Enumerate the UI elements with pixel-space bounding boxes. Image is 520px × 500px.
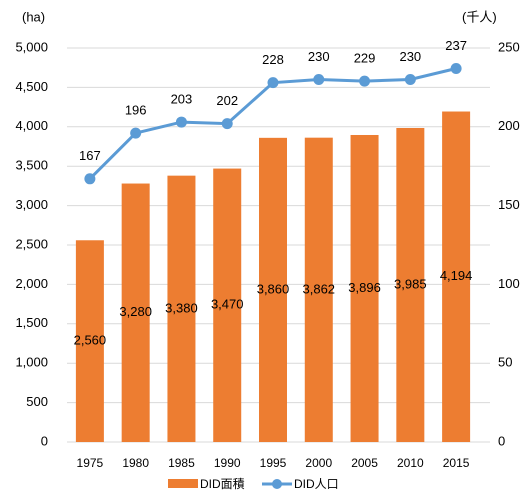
line-point (175, 116, 187, 128)
y2-tick-label: 150 (498, 197, 520, 212)
data-label: 3,280 (119, 304, 152, 319)
bar (75, 240, 104, 442)
y-axis-label: (ha) (22, 9, 45, 24)
data-label: 3,896 (348, 280, 381, 295)
data-label: 3,470 (211, 297, 244, 312)
data-label: 3,985 (394, 276, 427, 291)
x-tick-label: 2005 (351, 456, 378, 470)
bar (121, 183, 150, 442)
x-tick-label: 1975 (77, 456, 104, 470)
data-label: 237 (445, 38, 467, 53)
y-tick-label: 5,000 (15, 39, 48, 54)
data-label: 3,860 (257, 281, 290, 296)
data-label: 228 (262, 52, 284, 67)
y-tick-label: 2,500 (15, 236, 48, 251)
line-point (130, 127, 142, 139)
y-tick-label: 500 (26, 394, 48, 409)
y-tick-label: 3,000 (15, 197, 48, 212)
x-tick-label: 1995 (260, 456, 287, 470)
y2-axis-label: (千人) (462, 9, 497, 24)
y-tick-label: 4,000 (15, 118, 48, 133)
data-label: 2,560 (74, 333, 107, 348)
legend-label: DID人口 (294, 477, 339, 491)
line-point (313, 74, 325, 86)
y-tick-label: 1,500 (15, 315, 48, 330)
bar (259, 137, 287, 442)
x-tick-label: 2000 (305, 456, 332, 470)
y2-tick-label: 250 (498, 39, 520, 54)
bar (213, 168, 242, 442)
legend-label: DID面積 (200, 476, 245, 491)
data-label: 229 (354, 51, 376, 66)
y-tick-label: 3,500 (15, 158, 48, 173)
data-label: 167 (79, 148, 101, 163)
x-tick-label: 1980 (122, 456, 149, 470)
line-point (267, 77, 279, 89)
bar (167, 175, 196, 442)
y2-tick-label: 0 (498, 433, 505, 448)
x-tick-label: 1990 (214, 456, 241, 470)
line-point (84, 173, 96, 185)
x-tick-label: 1985 (168, 456, 195, 470)
data-label: 3,380 (165, 300, 198, 315)
line-point (359, 75, 371, 87)
bar (442, 111, 471, 442)
legend-swatch (168, 479, 198, 488)
data-label: 202 (216, 93, 238, 108)
data-label: 203 (171, 92, 193, 107)
line-point (404, 74, 416, 86)
data-label: 4,194 (440, 268, 473, 283)
bar (396, 127, 425, 443)
bar (350, 134, 379, 443)
y2-tick-label: 100 (498, 276, 520, 291)
line-point (450, 62, 462, 74)
y2-tick-label: 50 (498, 355, 512, 370)
y-tick-label: 0 (41, 433, 48, 448)
x-tick-label: 2015 (443, 456, 470, 470)
y-tick-label: 2,000 (15, 276, 48, 291)
bar (304, 137, 333, 443)
data-label: 3,862 (303, 281, 336, 296)
line-point (221, 118, 233, 130)
x-tick-label: 2010 (397, 456, 424, 470)
y2-tick-label: 200 (498, 118, 520, 133)
data-label: 196 (125, 103, 147, 118)
legend-swatch (272, 479, 282, 489)
y-tick-label: 4,500 (15, 79, 48, 94)
data-label: 230 (308, 49, 330, 64)
y-tick-label: 1,000 (15, 355, 48, 370)
data-label: 230 (399, 49, 421, 64)
